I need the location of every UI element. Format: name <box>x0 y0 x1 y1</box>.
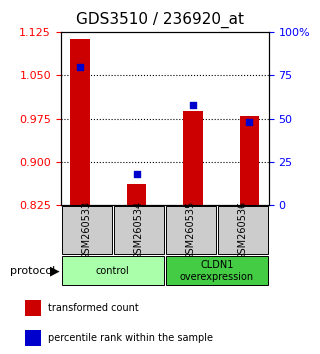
Bar <box>166 256 268 285</box>
Text: CLDN1
overexpression: CLDN1 overexpression <box>180 260 254 282</box>
Bar <box>25 330 41 346</box>
Bar <box>62 256 164 285</box>
Bar <box>70 39 90 205</box>
Text: GSM260534: GSM260534 <box>134 200 144 260</box>
Text: GSM260536: GSM260536 <box>238 200 248 260</box>
Point <box>190 102 196 108</box>
Point <box>134 171 139 177</box>
Text: percentile rank within the sample: percentile rank within the sample <box>48 333 213 343</box>
Text: control: control <box>96 266 130 276</box>
Point <box>247 119 252 125</box>
Bar <box>240 116 259 205</box>
Text: transformed count: transformed count <box>48 303 139 313</box>
Text: GSM260535: GSM260535 <box>186 200 196 260</box>
Bar <box>166 206 216 254</box>
Text: protocol: protocol <box>10 266 55 276</box>
Bar <box>114 206 164 254</box>
Text: GSM260533: GSM260533 <box>82 200 92 260</box>
Text: GDS3510 / 236920_at: GDS3510 / 236920_at <box>76 11 244 28</box>
Bar <box>127 184 147 205</box>
Bar <box>183 111 203 205</box>
Bar <box>25 300 41 316</box>
Bar <box>62 206 112 254</box>
Text: ▶: ▶ <box>50 264 59 277</box>
Bar <box>218 206 268 254</box>
Point <box>77 64 83 69</box>
